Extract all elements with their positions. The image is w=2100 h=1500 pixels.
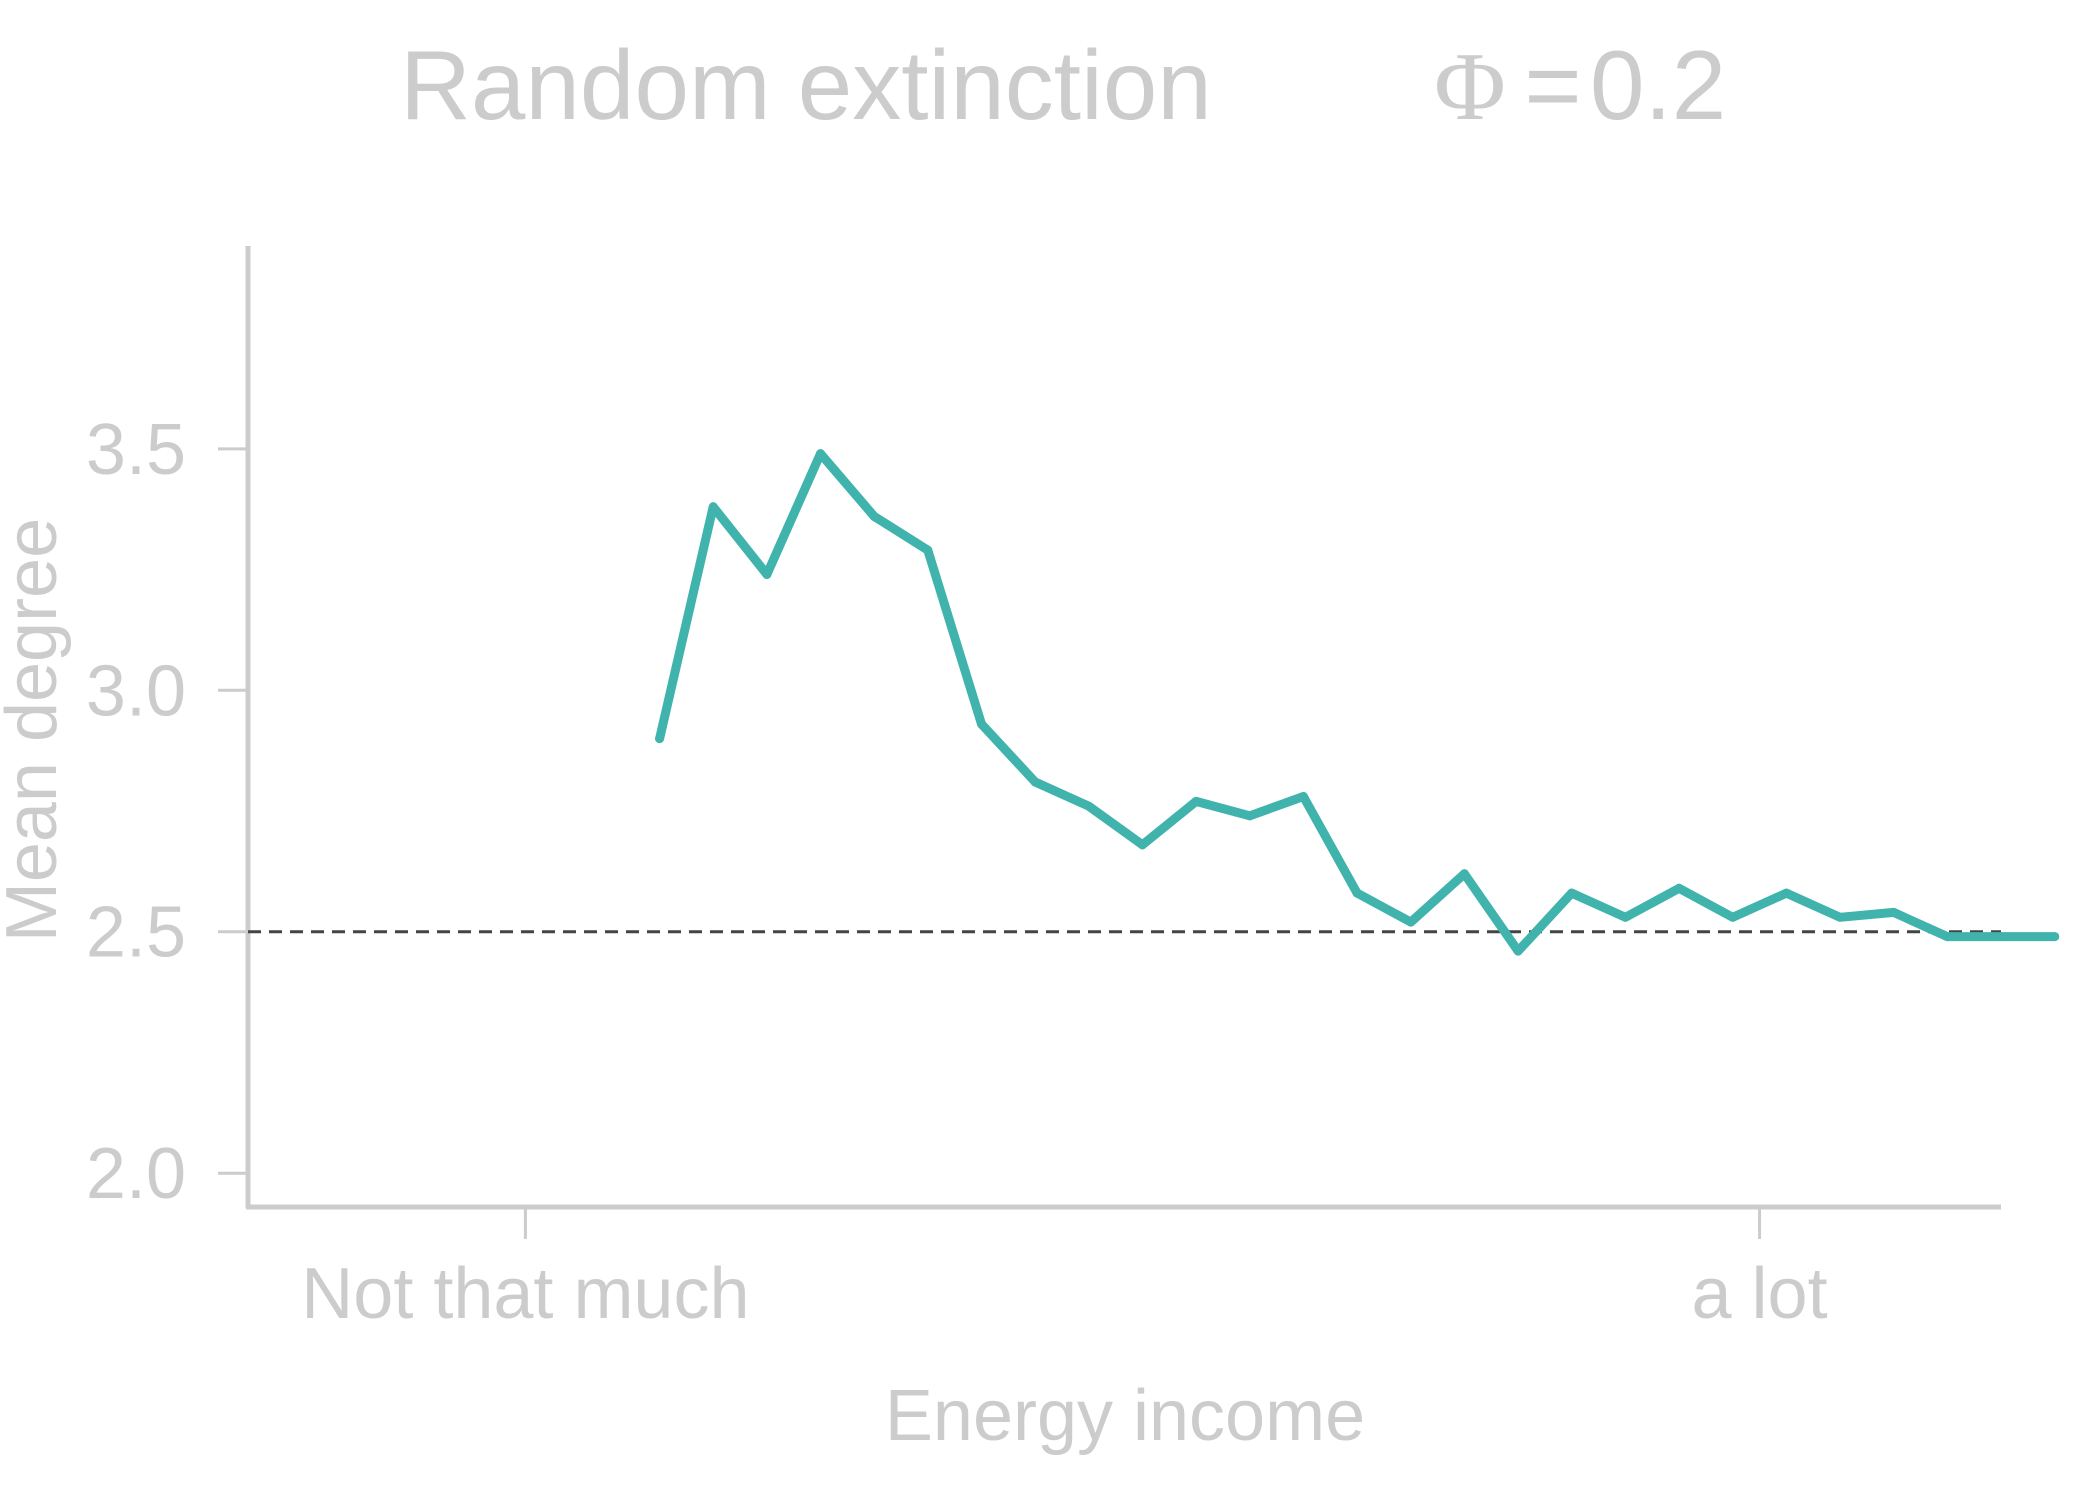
- series-line: [655, 449, 2060, 956]
- data-point: [1567, 888, 1577, 898]
- data-point: [977, 719, 987, 729]
- data-point: [1728, 912, 1738, 922]
- data-point: [923, 545, 933, 555]
- data-point: [655, 734, 665, 744]
- data-point: [1406, 917, 1416, 927]
- data-point: [1084, 801, 1094, 811]
- data-point: [1620, 912, 1630, 922]
- data-point: [1996, 932, 2006, 942]
- data-point: [1352, 888, 1362, 898]
- series-layer: [655, 449, 2060, 956]
- data-point: [816, 449, 826, 459]
- data-point: [1889, 907, 1899, 917]
- y-tick-label: 2.0: [86, 1134, 186, 1214]
- data-point: [1674, 883, 1684, 893]
- x-tick-label: Not that much: [301, 1254, 749, 1334]
- data-point: [1030, 777, 1040, 787]
- y-ticks: 2.0 2.5 3.0 3.5: [86, 410, 248, 1214]
- data-point: [1298, 792, 1308, 802]
- y-tick-label: 2.5: [86, 893, 186, 973]
- data-point: [762, 569, 772, 579]
- data-point: [1835, 912, 1845, 922]
- x-axis-label: Energy income: [885, 1376, 1365, 1456]
- y-tick-label: 3.0: [86, 651, 186, 731]
- data-point: [2050, 932, 2060, 942]
- data-point: [1459, 869, 1469, 879]
- chart-subtitle: Φ = 0.2: [1434, 30, 1726, 141]
- data-point: [1245, 811, 1255, 821]
- y-tick-label: 3.5: [86, 410, 186, 490]
- x-tick-label: a lot: [1691, 1254, 1827, 1334]
- data-point: [1781, 888, 1791, 898]
- data-point: [708, 502, 718, 512]
- subtitle-relation: =: [1524, 30, 1581, 140]
- data-point: [1942, 932, 1952, 942]
- subtitle-symbol: Φ: [1434, 33, 1506, 141]
- data-point: [1137, 840, 1147, 850]
- data-point: [1513, 946, 1523, 956]
- subtitle-value: 0.2: [1590, 30, 1726, 140]
- data-point: [1191, 796, 1201, 806]
- chart-title: Random extinction: [400, 30, 1212, 140]
- data-point: [869, 511, 879, 521]
- y-axis-label: Mean degree: [0, 518, 72, 942]
- x-ticks: Not that much a lot: [301, 1207, 1828, 1334]
